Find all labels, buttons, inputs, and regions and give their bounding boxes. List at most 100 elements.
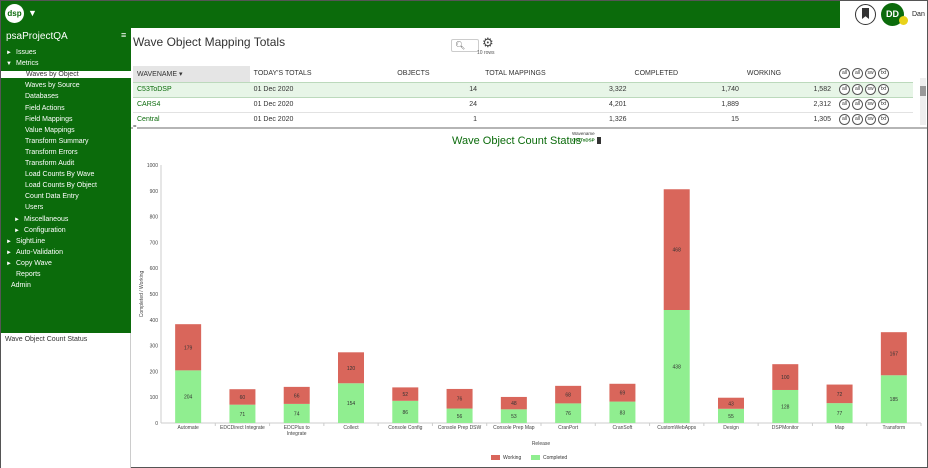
project-name[interactable]: psaProjectQA (6, 31, 68, 42)
wavename-cell[interactable]: C53ToDSP (133, 81, 250, 98)
app-menu-caret-icon[interactable]: ▼ (28, 8, 37, 18)
pane-splitter[interactable]: = (131, 124, 927, 130)
scrollbar-thumb[interactable] (920, 86, 926, 96)
sidebar-item-count-data-entry[interactable]: Count Data Entry (25, 193, 79, 200)
data-label-completed: 128 (781, 404, 790, 410)
sidebar-item-sightline[interactable]: ► SightLine (6, 238, 45, 245)
data-label-working: 68 (565, 393, 571, 399)
sidebar-item-admin[interactable]: Admin (11, 282, 31, 289)
chart-all-icon[interactable]: all (852, 84, 863, 95)
gear-icon[interactable]: ⚙ (482, 35, 494, 50)
sidebar-item-transform-audit[interactable]: Transform Audit (25, 160, 74, 167)
collapsed-arrow-icon[interactable]: ► (6, 238, 12, 245)
collapsed-arrow-icon[interactable]: ► (6, 249, 12, 256)
bar-working (718, 397, 744, 409)
table-row[interactable]: C53ToDSP 01 Dec 2020 14 3,322 1,740 1,582 all a… (133, 81, 913, 98)
username[interactable]: Dan (912, 11, 925, 18)
column-header-objects[interactable]: OBJECTS (397, 70, 430, 78)
sidebar-item-label: Count Data Entry (25, 193, 79, 201)
sidebar-item-waves-by-source[interactable]: Waves by Source (25, 82, 80, 89)
x-tick-label: Console Prep DSW (438, 425, 482, 431)
table-row[interactable]: Central 01 Dec 2020 1 1,326 15 1,305 all all sw t… (133, 111, 913, 127)
column-header-wavename[interactable]: WAVENAME ▾ (133, 66, 250, 82)
collapsed-arrow-icon[interactable]: ► (14, 227, 20, 234)
device-icon[interactable] (596, 137, 601, 144)
sidebar-item-transform-summary[interactable]: Transform Summary (25, 138, 89, 145)
chart-all-icon[interactable]: all (852, 99, 863, 110)
chart-all-icon[interactable]: all (839, 68, 850, 80)
collapsed-arrow-icon[interactable]: ► (6, 50, 12, 56)
data-label-working: 48 (511, 401, 517, 407)
sidebar-item-reports[interactable]: Reports (6, 271, 41, 278)
wavename-cell[interactable]: CARS4 (133, 96, 250, 112)
wavename-cell[interactable]: Central (133, 111, 250, 127)
collapsed-arrow-icon[interactable]: ► (6, 260, 12, 267)
sidebar-item-label: Metrics (16, 60, 39, 68)
sidebar-item-issues[interactable]: ► Issues (6, 49, 36, 56)
y-axis-label: Completed / Working (139, 270, 145, 317)
collapsed-arrow-icon[interactable]: ► (14, 216, 20, 223)
search-icon[interactable]: 🔍︎ (451, 39, 479, 52)
sidebar-item-label: Field Actions (25, 104, 65, 112)
wavename-selector[interactable]: Wavename C53ToDSP (572, 131, 601, 144)
sidebar-item-transform-errors[interactable]: Transform Errors (25, 149, 78, 156)
sidebar-item-field-actions[interactable]: Field Actions (25, 105, 65, 112)
bar-working (392, 387, 419, 401)
column-header-completed[interactable]: COMPLETED (634, 70, 679, 78)
x-tick-label: EDCPlus to (284, 425, 310, 431)
report-icon[interactable]: txt (878, 68, 889, 80)
sidebar-item-label: Configuration (24, 226, 66, 234)
sidebar-item-label: SightLine (16, 237, 46, 245)
rows-count: 10 rows (477, 50, 495, 56)
table-scrollbar[interactable] (920, 78, 926, 125)
sidebar-item-waves-by-object[interactable]: Waves by Object (1, 71, 131, 79)
sidebar-item-configuration[interactable]: ► Configuration (14, 227, 66, 234)
avatar[interactable]: DD (881, 3, 904, 26)
column-header-actions: all all sw txt (835, 66, 913, 82)
sidebar-item-auto-validation[interactable]: ► Auto-Validation (6, 249, 63, 256)
report-icon[interactable]: txt (878, 114, 889, 126)
column-header-todays-totals[interactable]: TODAY'S TOTALS (253, 70, 312, 78)
chart-sw-icon[interactable]: sw (865, 114, 876, 126)
x-tick-label: CustomWebApps (657, 425, 696, 431)
chart-all-icon[interactable]: all (839, 114, 850, 126)
expanded-arrow-icon[interactable]: ▼ (6, 61, 12, 68)
total-mappings-cell: 3,322 (481, 81, 631, 98)
data-label-completed: 55 (728, 414, 734, 420)
chart-all-icon[interactable]: all (852, 114, 863, 126)
wavename-value[interactable]: C53ToDSP (572, 137, 595, 143)
report-icon[interactable]: txt (878, 99, 889, 110)
sidebar-item-load-counts-by-object[interactable]: Load Counts By Object (25, 182, 97, 189)
chart-all-icon[interactable]: all (839, 84, 850, 95)
report-icon[interactable]: txt (878, 84, 889, 95)
data-label-completed: 77 (837, 411, 843, 417)
column-header-total-mappings[interactable]: TOTAL MAPPINGS (485, 70, 546, 78)
data-label-completed: 76 (565, 411, 571, 417)
sidebar-item-load-counts-by-wave[interactable]: Load Counts By Wave (25, 171, 94, 178)
bar-working (175, 324, 202, 371)
chart-all-icon[interactable]: all (852, 68, 863, 80)
chart-sw-icon[interactable]: sw (865, 99, 876, 110)
hamburger-menu-icon[interactable]: ≡ (121, 30, 127, 40)
sidebar-item-label: Databases (25, 93, 59, 101)
objects-cell: 14 (393, 81, 482, 98)
sidebar-item-copy-wave[interactable]: ► Copy Wave (6, 260, 52, 267)
sidebar-item-value-mappings[interactable]: Value Mappings (25, 127, 75, 134)
table-row[interactable]: CARS4 01 Dec 2020 24 4,201 1,889 2,312 all all s… (133, 96, 913, 112)
bar-working (446, 388, 473, 409)
chart-all-icon[interactable]: all (839, 99, 850, 110)
bar-working (338, 352, 364, 384)
chart-sw-icon[interactable]: sw (865, 84, 876, 95)
chart-sw-icon[interactable]: sw (865, 68, 876, 80)
splitter-handle-icon[interactable]: = (133, 124, 137, 130)
dsp-logo[interactable]: dsp (5, 4, 24, 23)
column-header-working[interactable]: WORKING (746, 70, 782, 78)
sidebar-item-miscellaneous[interactable]: ► Miscellaneous (14, 216, 68, 223)
sidebar-item-databases[interactable]: Databases (25, 93, 58, 100)
bookmark-icon[interactable] (855, 4, 876, 25)
sidebar-item-users[interactable]: Users (25, 204, 43, 211)
x-tick-label: Automate (177, 425, 199, 431)
sidebar-item-metrics[interactable]: ▼ Metrics (6, 60, 39, 67)
sidebar-item-label: Load Counts By Object (25, 182, 97, 190)
sidebar-item-field-mappings[interactable]: Field Mappings (25, 116, 72, 123)
